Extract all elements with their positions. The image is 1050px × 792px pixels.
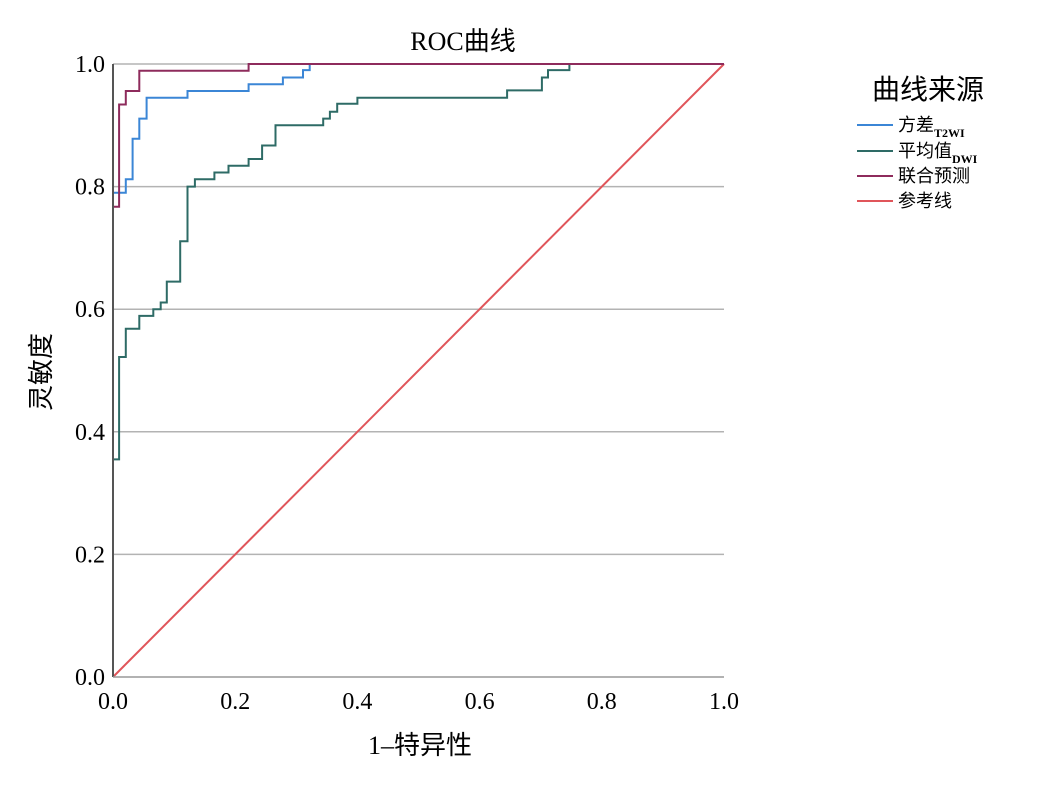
y-tick-label: 0.2 [75,542,105,568]
legend-subscript: T2WI [934,126,965,140]
series-line-3 [112,63,725,678]
y-tick-labels: 0.0 0.2 0.4 0.6 0.8 1.0 [75,52,105,691]
legend-entry: 参考线 [898,191,952,211]
chart-title: ROC曲线 [410,27,515,56]
legend-label: 方差 [898,115,934,135]
series-line-1 [112,63,724,677]
x-tick-label: 1.0 [709,689,739,715]
y-tick-label: 0.8 [75,175,105,201]
gridlines [113,63,724,556]
series-lines [112,63,725,678]
x-tick-label: 0.2 [220,689,250,715]
legend-title: 曲线来源 [872,74,984,106]
y-tick-label: 0.4 [75,420,105,446]
x-tick-label: 0.4 [342,689,372,715]
series-line-0 [112,63,724,677]
legend-entry: 联合预测 [898,166,970,186]
legend-label: 平均值 [898,141,952,161]
legend-entry: 平均值DWI [898,141,978,166]
x-tick-label: 0.8 [587,689,617,715]
legend-label: 联合预测 [898,166,970,186]
legend-label: 参考线 [898,191,952,211]
x-axis-label: 1–特异性 [368,731,472,760]
x-tick-label: 0.0 [98,689,128,715]
legend-entry: 方差T2WI [898,115,965,140]
series-line-2 [112,63,724,677]
x-tick-label: 0.6 [465,689,495,715]
y-tick-label: 1.0 [75,52,105,78]
x-tick-labels: 0.0 0.2 0.4 0.6 0.8 1.0 [98,689,739,715]
legend-subscript: DWI [952,152,978,166]
y-tick-label: 0.6 [75,297,105,323]
y-tick-label: 0.0 [75,665,105,691]
y-axis-label: 灵敏度 [27,333,56,411]
